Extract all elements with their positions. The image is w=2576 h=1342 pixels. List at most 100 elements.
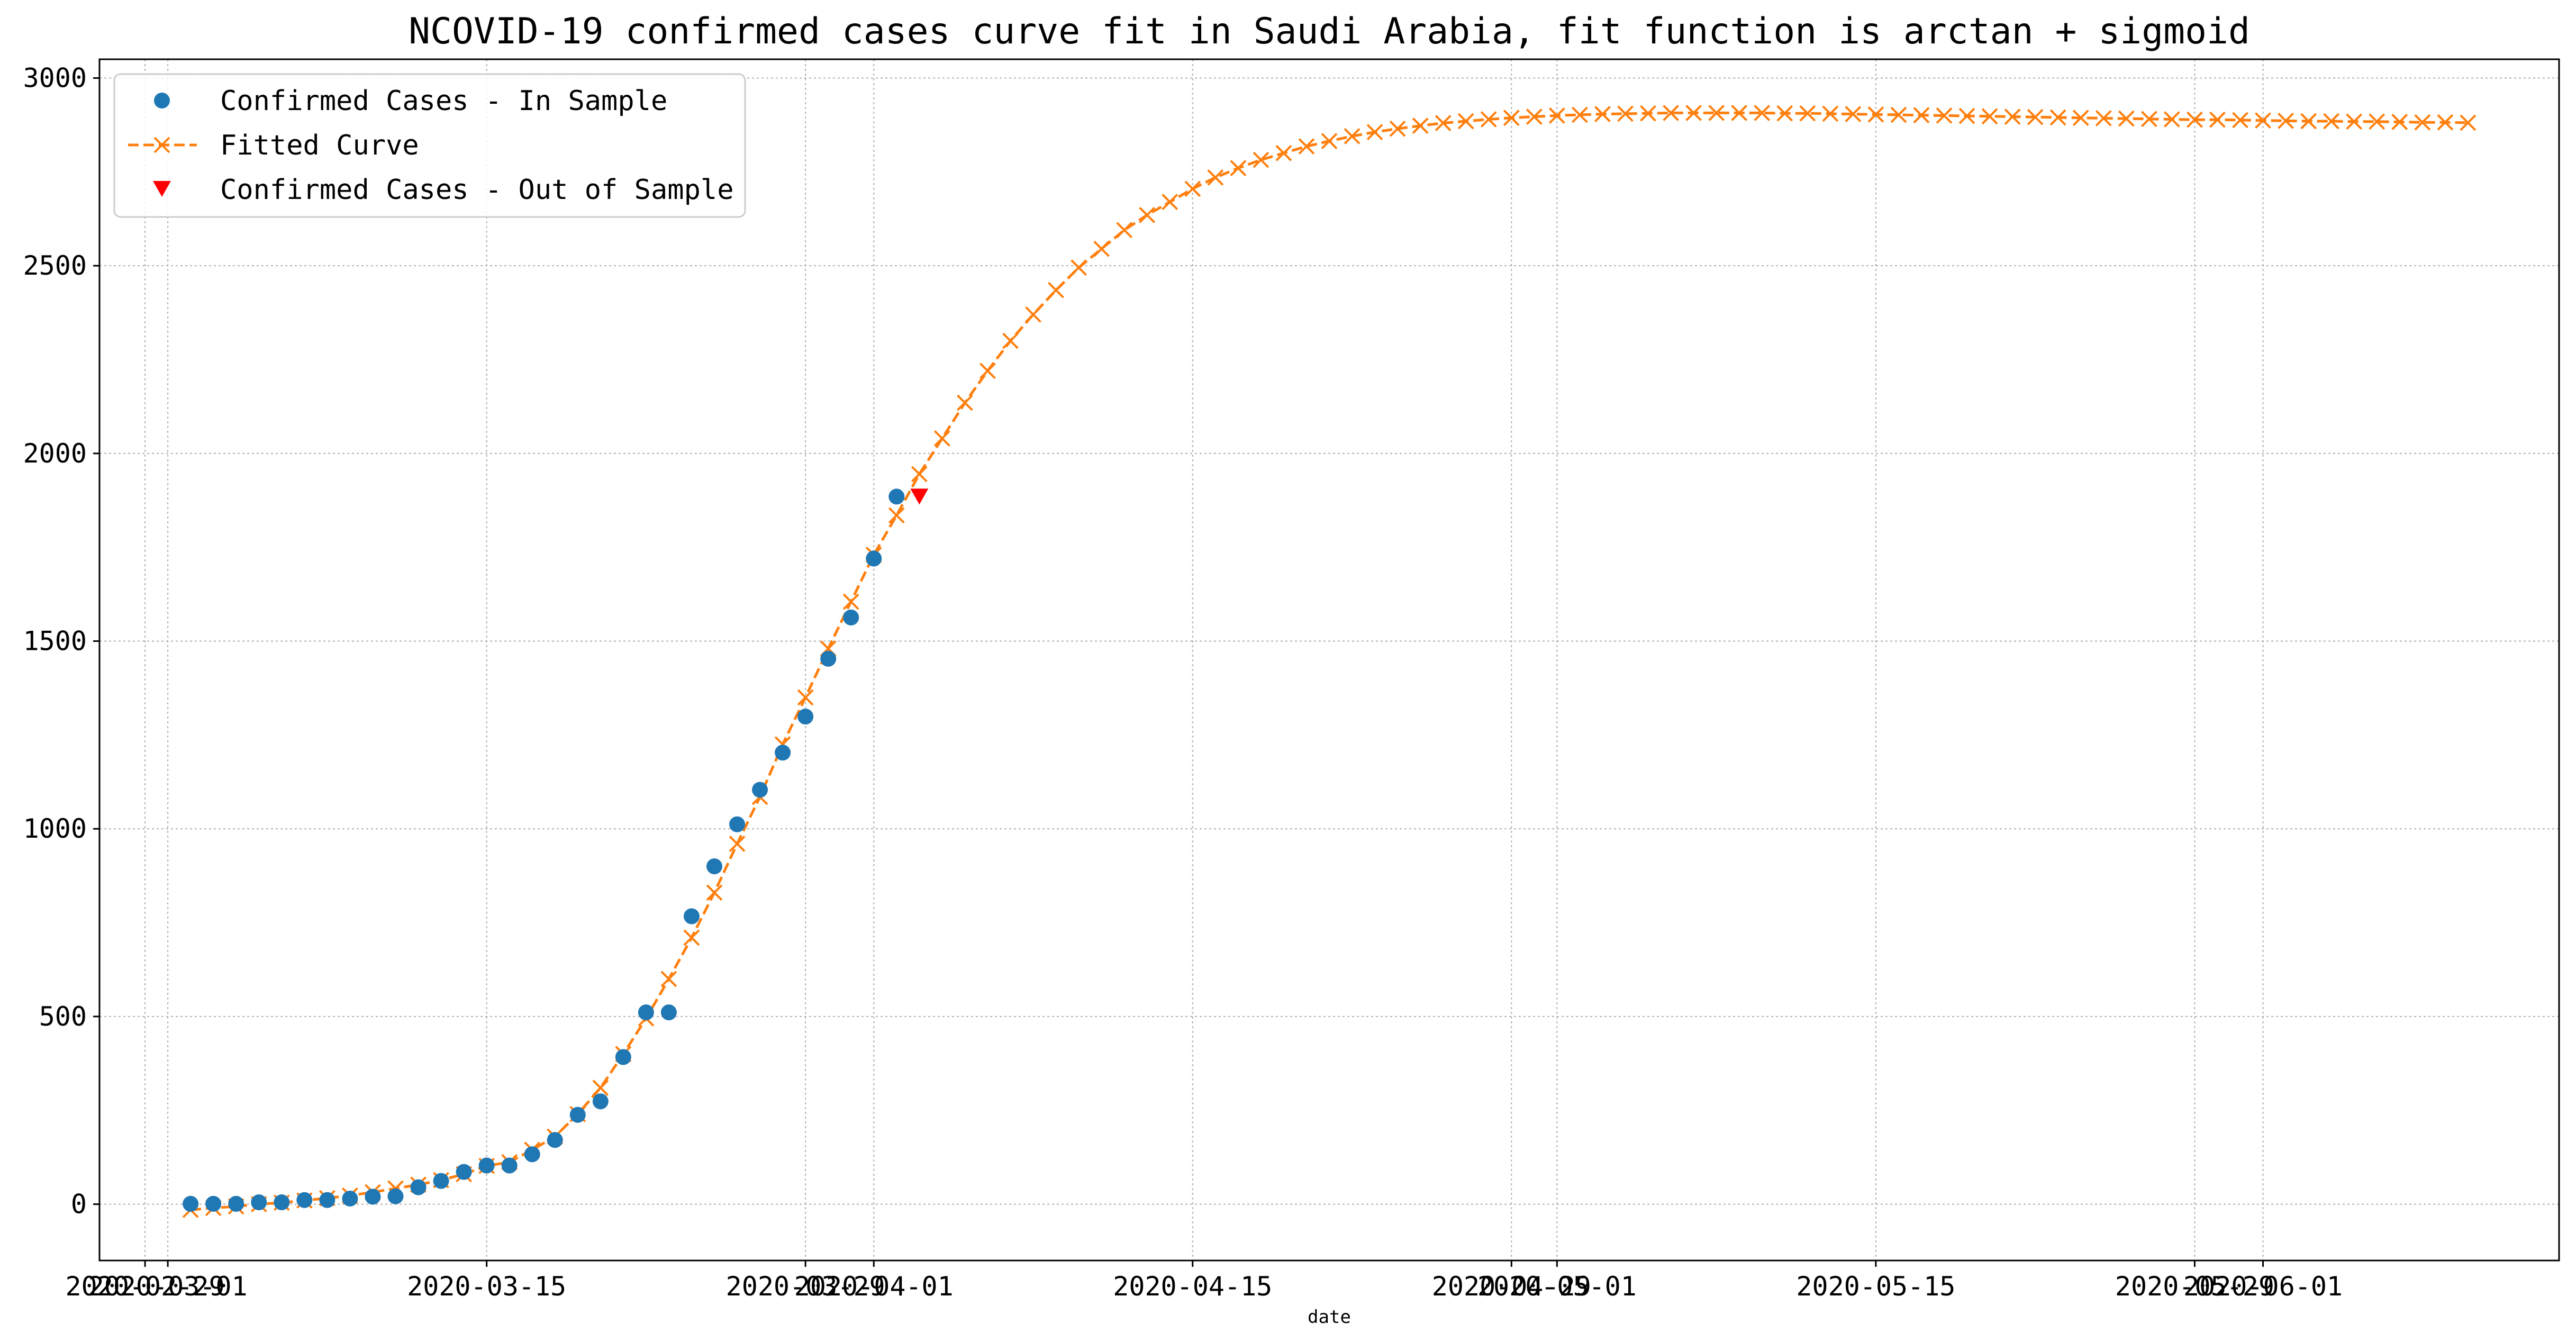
y-tick-label: 3000 <box>23 62 87 93</box>
fitted-point-marker <box>1708 105 1725 121</box>
fitted-point-marker <box>1981 108 1998 125</box>
fitted-point-marker <box>2414 114 2431 131</box>
fitted-point-marker <box>729 836 746 853</box>
legend-label-in-sample: Confirmed Cases - In Sample <box>220 85 667 117</box>
fitted-point-marker <box>2278 112 2294 129</box>
in-sample-point <box>501 1157 518 1174</box>
in-sample-point <box>820 650 837 667</box>
x-tick-label: 2020-06-01 <box>2183 1271 2343 1302</box>
in-sample-point <box>888 488 905 505</box>
fitted-point-marker <box>1389 120 1406 137</box>
fitted-point-marker <box>1936 107 1953 124</box>
y-tick-label: 2500 <box>23 250 87 281</box>
y-tick-label: 1500 <box>23 626 87 657</box>
fitted-point-marker <box>1116 222 1133 239</box>
in-sample-point <box>274 1194 290 1211</box>
fitted-point-marker <box>2300 113 2317 130</box>
legend: Confirmed Cases - In Sample Fitted Curve… <box>113 73 746 218</box>
legend-entry-in-sample: Confirmed Cases - In Sample <box>154 85 667 117</box>
fitted-point-marker <box>1162 194 1178 210</box>
fitted-point-marker <box>2391 114 2408 130</box>
grid-lines <box>99 59 2559 1261</box>
fitted-curve-markers <box>182 105 2477 1218</box>
fitted-point-marker <box>956 394 973 411</box>
fitted-point-marker <box>2140 111 2157 128</box>
fitted-point-marker <box>888 507 905 524</box>
in-sample-points <box>183 488 905 1212</box>
fitted-point-marker <box>1958 107 1975 124</box>
fitted-point-marker <box>2186 111 2203 128</box>
out-of-sample-point <box>910 488 929 505</box>
fitted-point-marker <box>1526 108 1543 125</box>
fitted-curve-path <box>190 111 2468 1211</box>
fitted-point-marker <box>1685 105 1702 121</box>
fitted-point-marker <box>1412 117 1429 134</box>
in-sample-point <box>843 609 859 625</box>
in-sample-point <box>433 1173 449 1189</box>
x-tick-label: 2020-04-15 <box>1113 1271 1272 1302</box>
fitted-point-marker <box>1298 138 1315 155</box>
fitted-point-marker <box>1139 206 1156 223</box>
in-sample-point <box>296 1192 313 1208</box>
fitted-point-marker <box>2049 109 2066 126</box>
fitted-point-marker <box>1207 169 1224 186</box>
x-tick-label: 2020-03-15 <box>407 1271 566 1302</box>
in-sample-point <box>228 1195 244 1212</box>
fitted-point-marker <box>1640 105 1656 122</box>
fitted-point-marker <box>592 1080 609 1096</box>
fitted-point-marker <box>1913 107 1930 124</box>
in-sample-point <box>866 550 882 567</box>
plot-frame <box>98 58 2560 1262</box>
fitted-point-marker <box>1230 160 1247 177</box>
fitted-point-marker <box>2209 111 2226 128</box>
fitted-point-marker <box>1321 133 1338 150</box>
legend-entry-fitted: Fitted Curve <box>128 130 419 161</box>
y-tick-label: 0 <box>71 1189 87 1220</box>
in-sample-point <box>205 1195 222 1212</box>
in-sample-point <box>319 1192 335 1208</box>
fitted-point-marker <box>660 971 677 987</box>
fitted-point-marker <box>1344 128 1360 144</box>
fitted-point-marker <box>1799 105 1816 122</box>
fitted-point-marker <box>2004 108 2021 125</box>
fitted-point-marker <box>1822 105 1839 122</box>
y-axis-ticks: 0 500 1000 1500 2000 2500 3000 <box>23 62 99 1220</box>
in-sample-point <box>251 1194 267 1211</box>
chart-title: NCOVID-19 confirmed cases curve fit in S… <box>409 11 2250 52</box>
fitted-point-marker <box>1002 332 1019 349</box>
fitted-point-marker <box>1480 111 1497 128</box>
fitted-point-marker <box>842 593 859 610</box>
in-sample-point <box>638 1004 654 1021</box>
fitted-point-marker <box>2027 108 2044 125</box>
fitted-point-marker <box>2323 113 2340 130</box>
in-sample-point <box>615 1049 631 1065</box>
in-sample-point <box>660 1004 677 1021</box>
legend-label-fitted: Fitted Curve <box>220 130 419 161</box>
fitted-point-marker <box>1048 282 1064 298</box>
fitted-point-marker <box>2460 114 2477 131</box>
fitted-point-marker <box>1184 180 1201 197</box>
legend-box <box>113 73 746 218</box>
in-sample-point <box>729 816 746 832</box>
fitted-point-marker <box>1754 105 1771 121</box>
fitted-point-marker <box>1366 124 1383 141</box>
fitted-point-marker <box>2346 113 2363 130</box>
fitted-point-marker <box>2118 110 2135 127</box>
x-tick-label: 2020-03-01 <box>88 1271 248 1302</box>
in-sample-point <box>342 1190 358 1207</box>
out-of-sample-points <box>910 488 929 505</box>
in-sample-point <box>456 1164 472 1180</box>
in-sample-point <box>592 1093 609 1110</box>
fitted-point-marker <box>979 362 996 379</box>
x-tick-label: 2020-05-29 <box>2115 1271 2274 1302</box>
fitted-point-marker <box>1025 306 1041 323</box>
in-sample-point <box>797 709 814 725</box>
fitted-point-marker <box>1731 105 1748 121</box>
x-axis-ticks: 2020-03-01 2020-03-15 2020-04-01 2020-04-15… <box>66 1261 2343 1302</box>
fitted-point-marker <box>2437 114 2454 131</box>
fitted-point-marker <box>1867 106 1884 123</box>
legend-entry-out-sample: Confirmed Cases - Out of Sample <box>153 174 734 206</box>
x-tick-label: 2020-04-01 <box>794 1271 954 1302</box>
fitted-point-marker <box>911 466 928 483</box>
